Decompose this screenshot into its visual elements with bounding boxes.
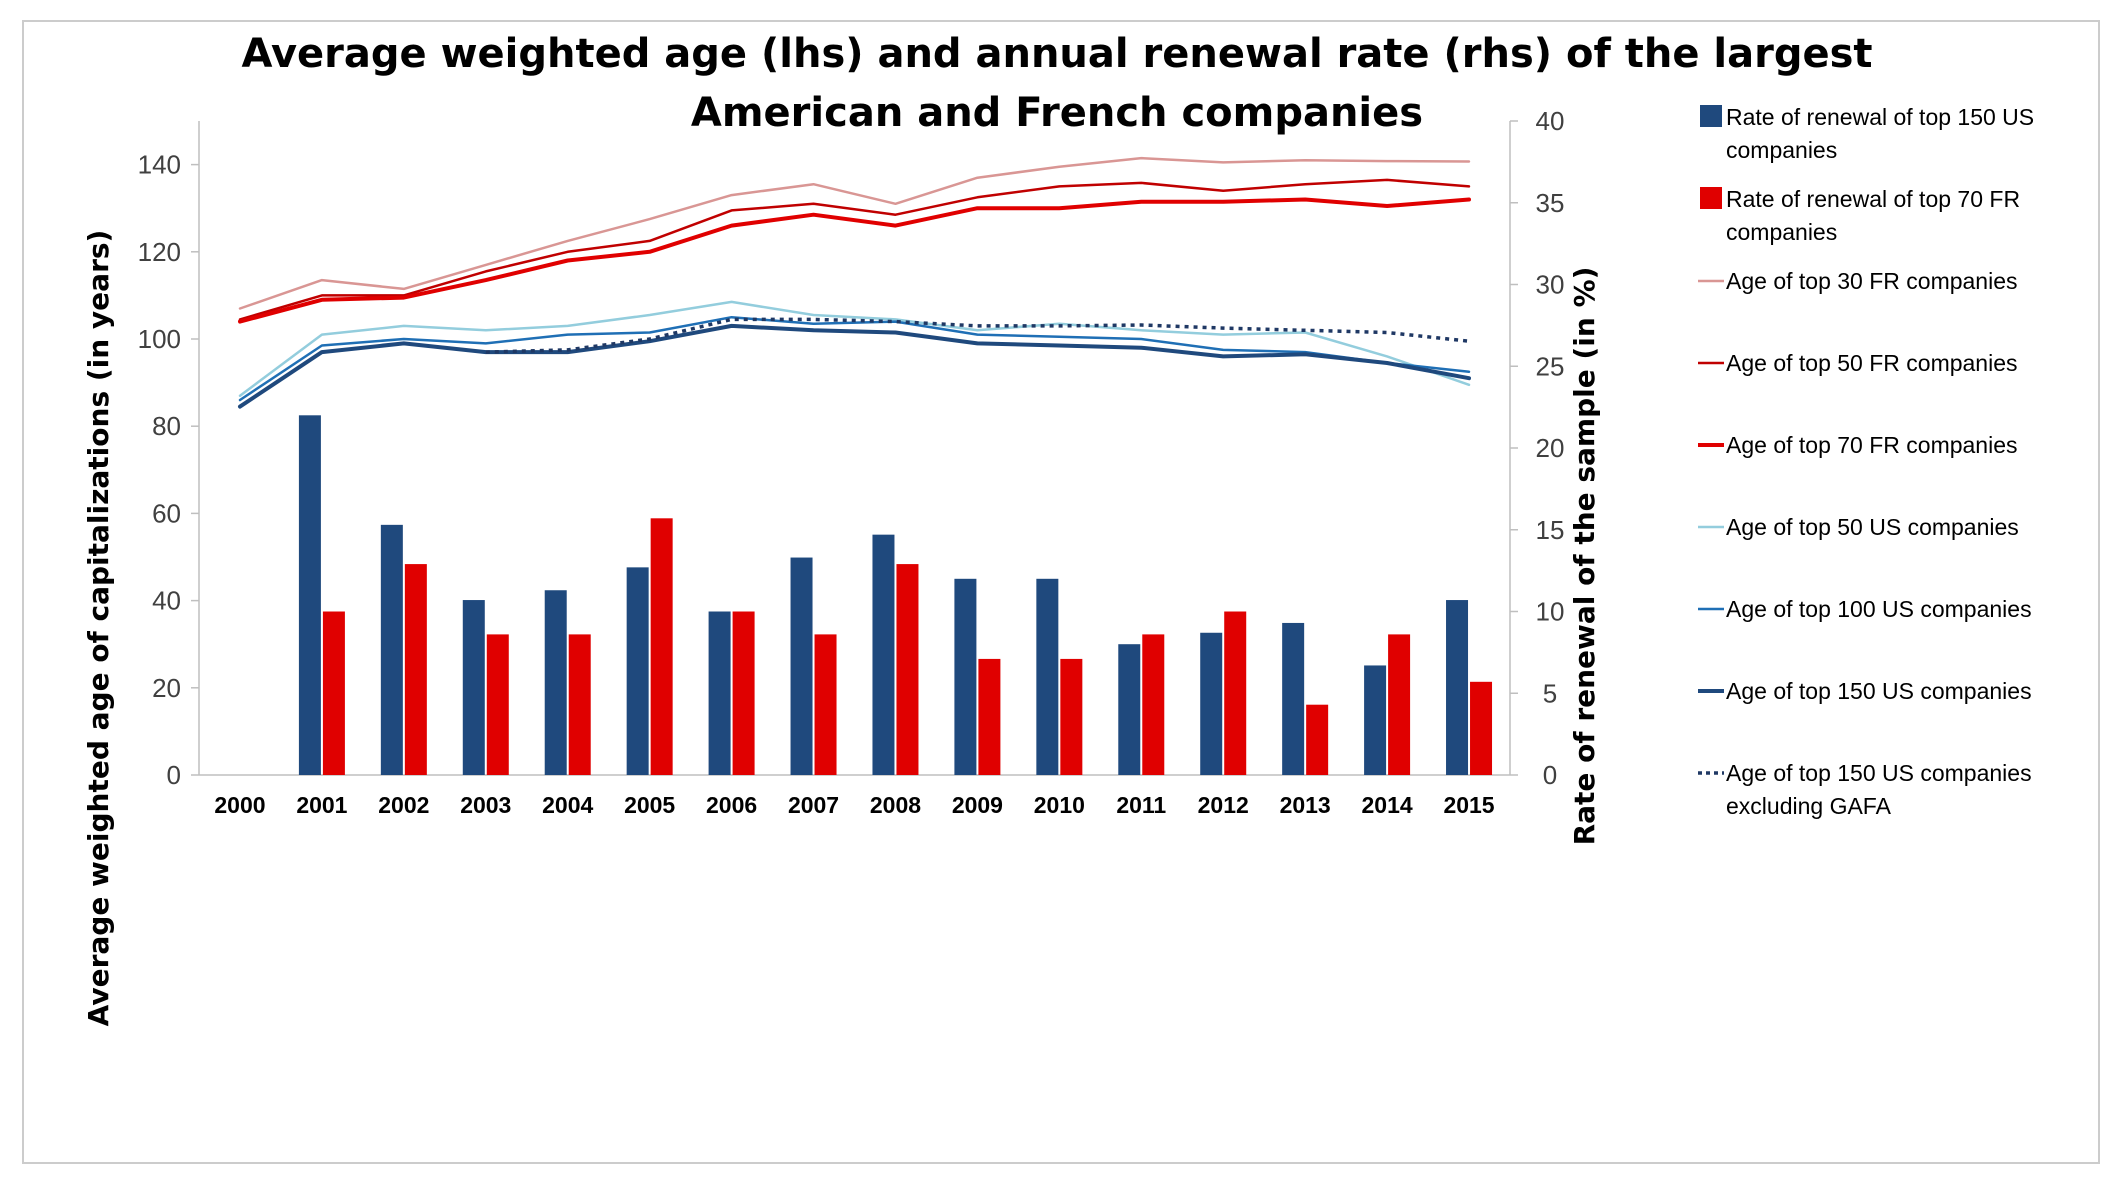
- x-tick-label: 2003: [460, 792, 511, 818]
- y-tick-label-right: 25: [1536, 351, 1565, 381]
- series-line-5: [238, 315, 1471, 402]
- series-line-7: [485, 317, 1470, 354]
- bar-fr: [814, 634, 837, 775]
- bar-fr: [1306, 704, 1329, 775]
- series-line-6: [238, 323, 1471, 409]
- x-tick-label: 2004: [542, 792, 593, 818]
- x-tick-label: 2005: [624, 792, 675, 818]
- bar-series-group: [298, 415, 1493, 775]
- y-tick-label-left: 100: [138, 324, 181, 354]
- x-tick-label: 2014: [1362, 792, 1413, 818]
- chart-frame: Average weighted age (lhs) and annual re…: [22, 20, 2100, 1164]
- bar-fr: [486, 634, 509, 775]
- legend-label: Rate of renewal of top 150 US: [1726, 104, 2034, 130]
- bar-us: [872, 534, 895, 775]
- bar-us: [1282, 622, 1305, 775]
- bar-us: [462, 600, 485, 775]
- bar-fr: [650, 518, 673, 775]
- y-tick-label-left: 80: [152, 411, 181, 441]
- y-tick-label-left: 40: [152, 586, 181, 616]
- chart-title: Average weighted age (lhs) and annual re…: [241, 31, 1872, 136]
- y-tick-label-right: 0: [1543, 760, 1557, 790]
- series-line-2: [238, 178, 1471, 321]
- y-tick-label-left: 140: [138, 150, 181, 180]
- bar-fr: [1142, 634, 1165, 775]
- y-tick-label-left: 0: [167, 760, 181, 790]
- bar-us: [1200, 632, 1223, 775]
- y-tick-label-left: 120: [138, 237, 181, 267]
- line-series-group: [238, 156, 1471, 409]
- bar-fr: [732, 611, 755, 775]
- series-line-3: [238, 197, 1471, 324]
- bar-fr: [1470, 681, 1493, 775]
- x-tick-label: 2012: [1198, 792, 1249, 818]
- legend-label: Age of top 150 US companies: [1726, 678, 2032, 704]
- legend-label: companies: [1726, 219, 1837, 245]
- bar-fr: [1224, 611, 1247, 775]
- legend-label: Age of top 100 US companies: [1726, 596, 2032, 622]
- bar-us: [626, 567, 649, 775]
- bar-fr: [322, 611, 345, 775]
- bar-fr: [1388, 634, 1411, 775]
- bar-us: [1446, 600, 1469, 775]
- bar-fr: [896, 564, 919, 775]
- chart-title-line-2: American and French companies: [691, 90, 1423, 136]
- legend-swatch-bar: [1700, 105, 1722, 127]
- bar-us: [544, 590, 567, 775]
- legend-label: Age of top 50 FR companies: [1726, 350, 2018, 376]
- x-tick-label: 2006: [706, 792, 757, 818]
- legend-label: Age of top 70 FR companies: [1726, 432, 2018, 458]
- x-tick-label: 2001: [296, 792, 347, 818]
- y-tick-label-right: 20: [1536, 433, 1565, 463]
- y-tick-label-left: 60: [152, 498, 181, 528]
- legend-label: excluding GAFA: [1726, 793, 1892, 819]
- bar-fr: [568, 634, 591, 775]
- y-tick-label-left: 20: [152, 673, 181, 703]
- series-line-4: [238, 300, 1471, 397]
- legend-label: Age of top 150 US companies: [1726, 760, 2032, 786]
- bar-fr: [404, 564, 427, 775]
- y-tick-label-right: 30: [1536, 270, 1565, 300]
- x-tick-label: 2009: [952, 792, 1003, 818]
- y-tick-label-right: 5: [1543, 678, 1557, 708]
- x-tick-label: 2007: [788, 792, 839, 818]
- legend-label: Age of top 30 FR companies: [1726, 268, 2018, 294]
- x-tick-label: 2010: [1034, 792, 1085, 818]
- x-tick-label: 2013: [1280, 792, 1331, 818]
- series-line-1: [238, 156, 1471, 310]
- bar-fr: [978, 658, 1001, 775]
- bar-us: [790, 557, 813, 775]
- y-tick-label-right: 15: [1536, 515, 1565, 545]
- x-tick-label: 2002: [378, 792, 429, 818]
- chart-title-line-1: Average weighted age (lhs) and annual re…: [241, 31, 1872, 77]
- legend-label: Age of top 50 US companies: [1726, 514, 2019, 540]
- x-tick-label: 2015: [1443, 792, 1494, 818]
- bar-us: [708, 611, 731, 775]
- y-tick-label-right: 35: [1536, 188, 1565, 218]
- legend-swatch-bar: [1700, 187, 1722, 209]
- axes: 0 20 40 60 80 100 120 140 0 5 10 15 20 25 30 35 40 2000 20…: [138, 106, 1565, 818]
- bar-us: [954, 578, 977, 775]
- legend: Rate of renewal of top 150 US companies Ra…: [1698, 104, 2034, 819]
- y-axis-title-right: Rate of renewal of the sample (in %): [1568, 267, 1601, 846]
- bar-us: [298, 415, 321, 775]
- legend-label: companies: [1726, 137, 1837, 163]
- legend-label: Rate of renewal of top 70 FR: [1726, 186, 2020, 212]
- bar-us: [1364, 665, 1387, 775]
- bar-us: [1036, 578, 1059, 775]
- x-tick-label: 2011: [1116, 792, 1166, 818]
- y-axis-title-left: Average weighted age of capitalizations …: [82, 230, 115, 1027]
- bar-fr: [1060, 658, 1083, 775]
- y-tick-label-right: 40: [1536, 106, 1565, 136]
- y-tick-label-right: 10: [1536, 597, 1565, 627]
- combo-chart: Average weighted age (lhs) and annual re…: [82, 31, 2034, 1027]
- x-tick-label: 2008: [870, 792, 921, 818]
- x-tick-label: 2000: [214, 792, 265, 818]
- bar-us: [1118, 644, 1141, 775]
- bar-us: [380, 524, 403, 775]
